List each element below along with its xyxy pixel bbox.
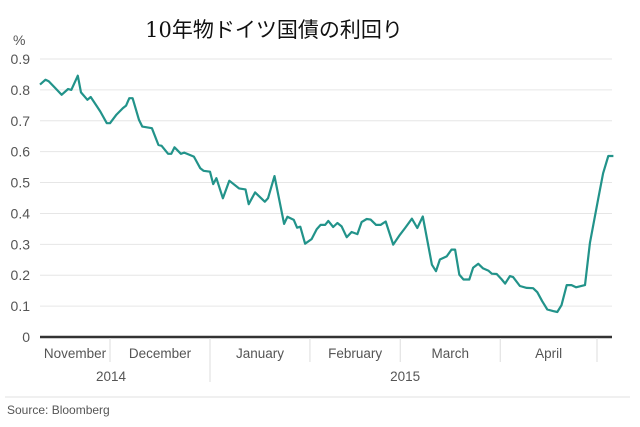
year-label: 2014 bbox=[96, 369, 127, 384]
x-axis: November December January February March Apri… bbox=[40, 335, 612, 384]
gridlines bbox=[40, 58, 612, 307]
yield-series-line bbox=[39, 74, 614, 314]
y-tick-label: 0.3 bbox=[11, 236, 31, 252]
y-tick-label: 0.6 bbox=[11, 144, 31, 160]
year-label: 2015 bbox=[390, 369, 420, 384]
month-label: February bbox=[328, 346, 382, 361]
y-tick-label: 0.8 bbox=[11, 82, 31, 98]
month-label: November bbox=[44, 346, 107, 361]
month-label: April bbox=[535, 346, 562, 361]
y-tick-label: 0 bbox=[22, 329, 30, 345]
source-note: Source: Bloomberg bbox=[7, 403, 110, 417]
chart-title: 10年物ドイツ国債の利回り bbox=[145, 18, 403, 42]
y-axis-unit-label: % bbox=[13, 32, 25, 48]
month-label: January bbox=[236, 346, 284, 361]
month-label: March bbox=[431, 346, 469, 361]
y-tick-label: 0.7 bbox=[11, 113, 31, 129]
y-tick-label: 0.2 bbox=[11, 267, 31, 283]
month-label: December bbox=[129, 346, 192, 361]
y-tick-label: 0.4 bbox=[11, 205, 31, 221]
y-axis-ticks: 0 0.1 0.2 0.3 0.4 0.5 0.6 0.7 0.8 0.9 bbox=[11, 51, 31, 345]
y-tick-label: 0.9 bbox=[11, 51, 31, 67]
y-tick-label: 0.1 bbox=[11, 298, 31, 314]
y-tick-label: 0.5 bbox=[11, 175, 31, 191]
